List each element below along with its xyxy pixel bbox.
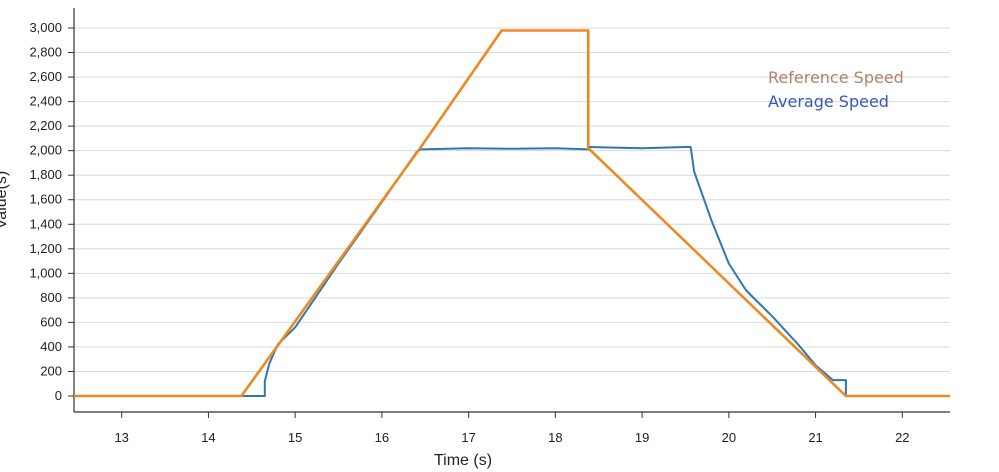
x-tick-label: 22 [895, 430, 909, 445]
x-tick-label: 18 [548, 430, 562, 445]
y-tick-label: 200 [40, 363, 62, 378]
y-tick-label: 0 [55, 388, 62, 403]
x-tick-label: 21 [808, 430, 822, 445]
y-tick-label: 1,400 [29, 216, 62, 231]
y-tick-label: 3,000 [29, 20, 62, 35]
x-tick-label: 13 [114, 430, 128, 445]
x-tick-label: 17 [461, 430, 475, 445]
y-tick-label: 2,800 [29, 45, 62, 60]
y-tick-label: 400 [40, 339, 62, 354]
x-tick-label: 19 [635, 430, 649, 445]
legend-reference-speed: Reference Speed [768, 68, 904, 87]
legend: Reference Speed Average Speed [768, 68, 904, 111]
y-tick-label: 1,800 [29, 167, 62, 182]
axes [68, 8, 950, 418]
y-tick-label: 1,600 [29, 192, 62, 207]
y-tick-label: 1,200 [29, 241, 62, 256]
series-lines [74, 29, 950, 398]
x-tick-label: 16 [375, 430, 389, 445]
y-tick-label: 2,400 [29, 94, 62, 109]
x-tick-label: 15 [288, 430, 302, 445]
y-tick-label: 2,600 [29, 69, 62, 84]
x-tick-label: 20 [722, 430, 736, 445]
y-tick-label: 2,000 [29, 143, 62, 158]
reference-speed-line [74, 29, 950, 398]
y-tick-label: 600 [40, 314, 62, 329]
y-tick-label: 2,200 [29, 118, 62, 133]
x-axis-title: Time (s) [434, 452, 492, 469]
y-tick-label: 1,000 [29, 265, 62, 280]
tick-labels: 0 200 400 600 800 1,000 1,200 1,400 1,600 1,800 2,… [29, 20, 909, 445]
x-tick-label: 14 [201, 430, 215, 445]
y-axis-title: Value(s) [0, 171, 10, 229]
y-tick-label: 800 [40, 290, 62, 305]
legend-average-speed: Average Speed [768, 92, 889, 111]
grid [74, 27, 950, 372]
